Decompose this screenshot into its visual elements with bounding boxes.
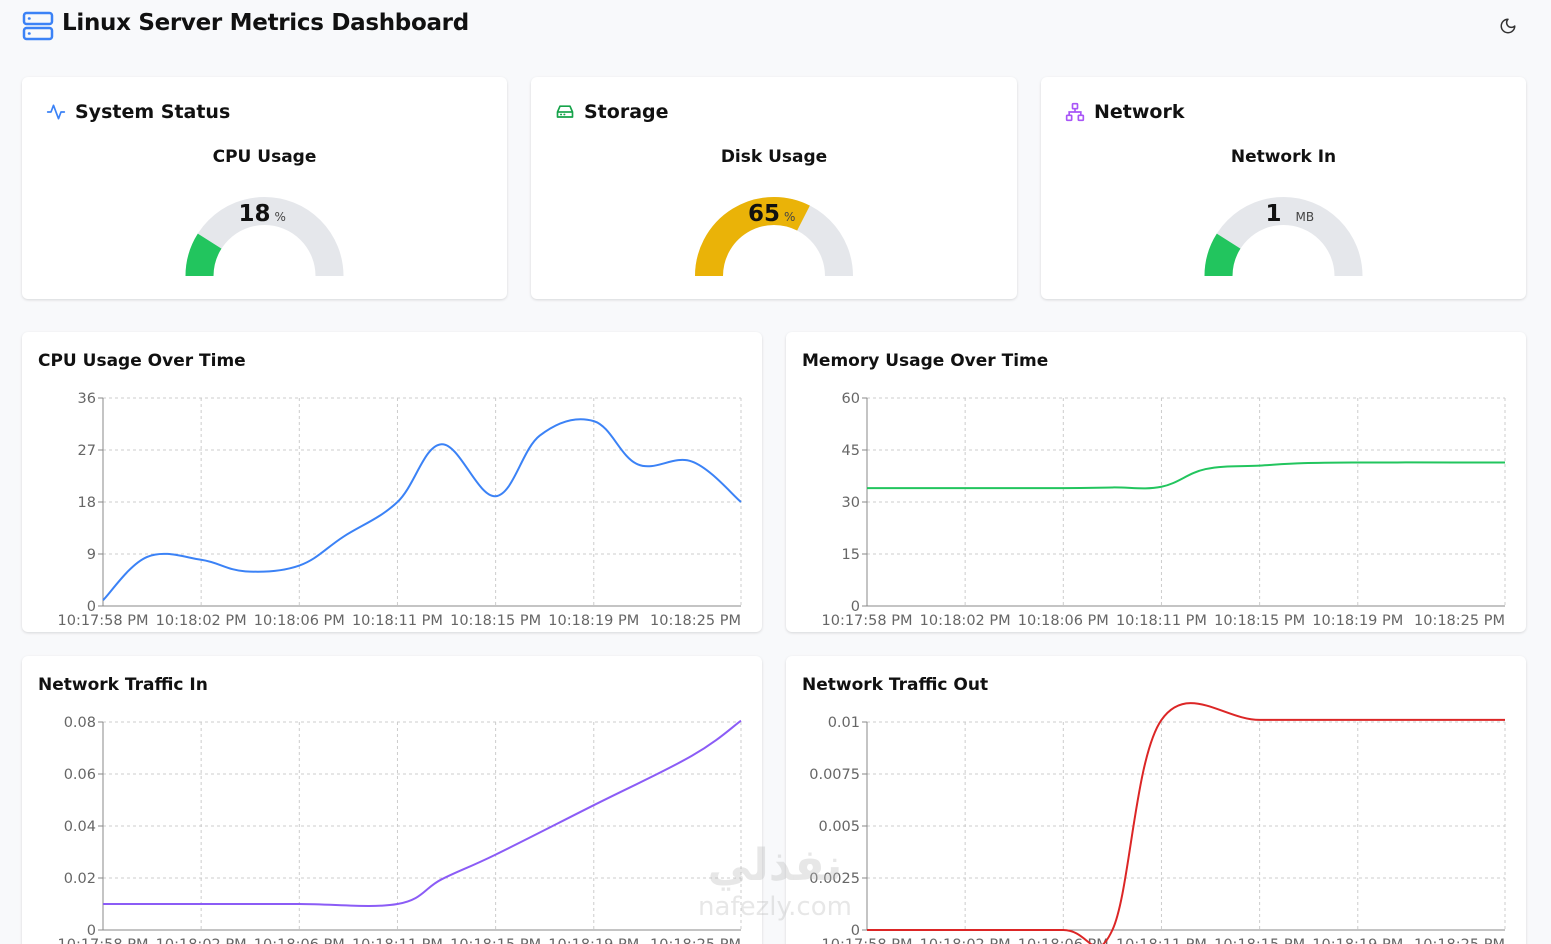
x-tick-label: 10:18:02 PM <box>156 937 247 944</box>
stat-card-title: System Status <box>75 101 231 123</box>
x-tick-label: 10:18:25 PM <box>1414 613 1505 629</box>
gauge-value: 65 <box>748 201 780 227</box>
y-tick-label: 36 <box>78 391 96 407</box>
moon-icon <box>1500 18 1516 34</box>
series-line <box>102 418 742 601</box>
y-tick-label: 30 <box>842 495 860 511</box>
y-tick-label: 0 <box>87 599 96 615</box>
x-tick-label: 10:18:25 PM <box>1414 937 1505 944</box>
x-tick-label: 10:18:19 PM <box>1312 613 1403 629</box>
network-icon <box>1065 102 1085 122</box>
stat-card-title: Storage <box>584 101 669 123</box>
stat-card-title: Network <box>1094 101 1185 123</box>
x-tick-label: 10:18:19 PM <box>548 937 639 944</box>
y-tick-label: 9 <box>87 547 96 563</box>
activity-icon <box>46 104 66 120</box>
y-tick-label: 45 <box>842 443 860 459</box>
x-tick-label: 10:18:15 PM <box>450 613 541 629</box>
chart-grid <box>98 721 742 931</box>
x-tick-label: 10:18:15 PM <box>450 937 541 944</box>
gauge-value: 18 <box>238 201 270 227</box>
series-line <box>103 719 742 907</box>
y-tick-label: 0 <box>87 923 96 939</box>
x-tick-label: 10:17:58 PM <box>58 937 149 944</box>
x-tick-label: 10:18:11 PM <box>352 937 443 944</box>
y-tick-label: 27 <box>78 443 96 459</box>
chart-title: CPU Usage Over Time <box>38 351 246 371</box>
x-tick-label: 10:17:58 PM <box>822 613 913 629</box>
gauge-track <box>1204 197 1363 277</box>
gauge-fill <box>185 233 222 277</box>
x-tick-label: 10:18:25 PM <box>650 937 741 944</box>
x-tick-label: 10:18:15 PM <box>1214 613 1305 629</box>
y-tick-label: 0 <box>851 599 860 615</box>
memory-chart-card: Memory Usage Over Time 0 15 30 45 60 10:17:58… <box>786 332 1526 632</box>
x-tick-label: 10:18:06 PM <box>1018 937 1109 944</box>
x-tick-label: 10:18:11 PM <box>1116 937 1207 944</box>
y-tick-label: 0 <box>851 923 860 939</box>
chart-grid <box>862 721 1506 931</box>
server-icon <box>22 11 54 41</box>
gauge-unit: MB <box>1296 210 1315 224</box>
chart-grid <box>862 397 1506 607</box>
y-tick-label: 60 <box>842 391 860 407</box>
y-tick-label: 18 <box>78 495 96 511</box>
y-tick-label: 0.04 <box>64 819 96 835</box>
gauge-fill <box>695 197 810 277</box>
memory-line-chart: 0 15 30 45 60 10:17:58 PM 10:18:02 PM 10:18:06 … <box>822 391 1506 629</box>
x-tick-label: 10:18:06 PM <box>1018 613 1109 629</box>
x-tick-label: 10:18:11 PM <box>352 613 443 629</box>
y-tick-label: 0.06 <box>64 767 96 783</box>
series-line <box>867 461 1505 490</box>
x-tick-label: 10:18:19 PM <box>1312 937 1403 944</box>
gauge-label: Network In <box>1230 147 1337 167</box>
y-tick-label: 0.0075 <box>809 767 860 783</box>
x-tick-label: 10:18:06 PM <box>254 613 345 629</box>
network-out-chart-card: Network Traffic Out 0 0.0025 0.005 0.0075 0.… <box>786 656 1526 944</box>
gauge-unit: % <box>784 210 795 224</box>
y-tick-label: 0.005 <box>818 819 860 835</box>
x-tick-label: 10:18:15 PM <box>1214 937 1305 944</box>
y-tick-label: 0.0025 <box>809 871 860 887</box>
network-gauge: 1 MB <box>1204 197 1363 277</box>
cpu-chart-card: CPU Usage Over Time 0 9 18 27 36 10:17:58 PM 1… <box>22 332 762 632</box>
network-card: Network Network In 1 MB <box>1041 77 1526 299</box>
hard-drive-icon <box>556 105 574 118</box>
storage-card: Storage Disk Usage 65% <box>531 77 1017 299</box>
theme-toggle-button[interactable] <box>1490 8 1526 44</box>
cpu-line-chart: 0 9 18 27 36 10:17:58 PM 10:18:02 PM 10:18:06 P… <box>58 391 742 629</box>
x-tick-label: 10:18:06 PM <box>254 937 345 944</box>
x-tick-label: 10:17:58 PM <box>822 937 913 944</box>
x-tick-label: 10:18:02 PM <box>920 613 1011 629</box>
gauge-unit: % <box>275 210 286 224</box>
network-out-line-chart: 0 0.0025 0.005 0.0075 0.01 10:17:58 PM 10:18:0… <box>809 702 1506 944</box>
x-tick-label: 10:18:02 PM <box>920 937 1011 944</box>
cpu-gauge: 18% <box>185 197 344 277</box>
chart-grid <box>98 397 742 607</box>
y-tick-label: 0.01 <box>828 715 860 731</box>
chart-title: Network Traffic Out <box>802 675 989 695</box>
app-header: Linux Server Metrics Dashboard <box>0 0 1551 56</box>
gauge-label: CPU Usage <box>212 147 317 167</box>
chart-title: Memory Usage Over Time <box>802 351 1049 371</box>
chart-title: Network Traffic In <box>38 675 208 695</box>
gauge-label: Disk Usage <box>720 147 828 167</box>
network-in-chart-card: Network Traffic In 0 0.02 0.04 0.06 0.08 10:1… <box>22 656 762 944</box>
system-status-card: System Status CPU Usage 18% <box>22 77 507 299</box>
y-tick-label: 0.08 <box>64 715 96 731</box>
y-tick-label: 0.02 <box>64 871 96 887</box>
gauge-value: 1 <box>1265 201 1281 227</box>
series-line <box>866 702 1505 944</box>
x-tick-label: 10:18:11 PM <box>1116 613 1207 629</box>
disk-gauge: 65% <box>695 197 853 277</box>
y-tick-label: 15 <box>842 547 860 563</box>
gauge-fill <box>1204 233 1241 277</box>
page-title: Linux Server Metrics Dashboard <box>62 10 469 36</box>
x-tick-label: 10:17:58 PM <box>58 613 149 629</box>
x-tick-label: 10:18:19 PM <box>548 613 639 629</box>
x-tick-label: 10:18:25 PM <box>650 613 741 629</box>
network-in-line-chart: 0 0.02 0.04 0.06 0.08 10:17:58 PM 10:18:02 PM 1… <box>58 715 742 944</box>
x-tick-label: 10:18:02 PM <box>156 613 247 629</box>
